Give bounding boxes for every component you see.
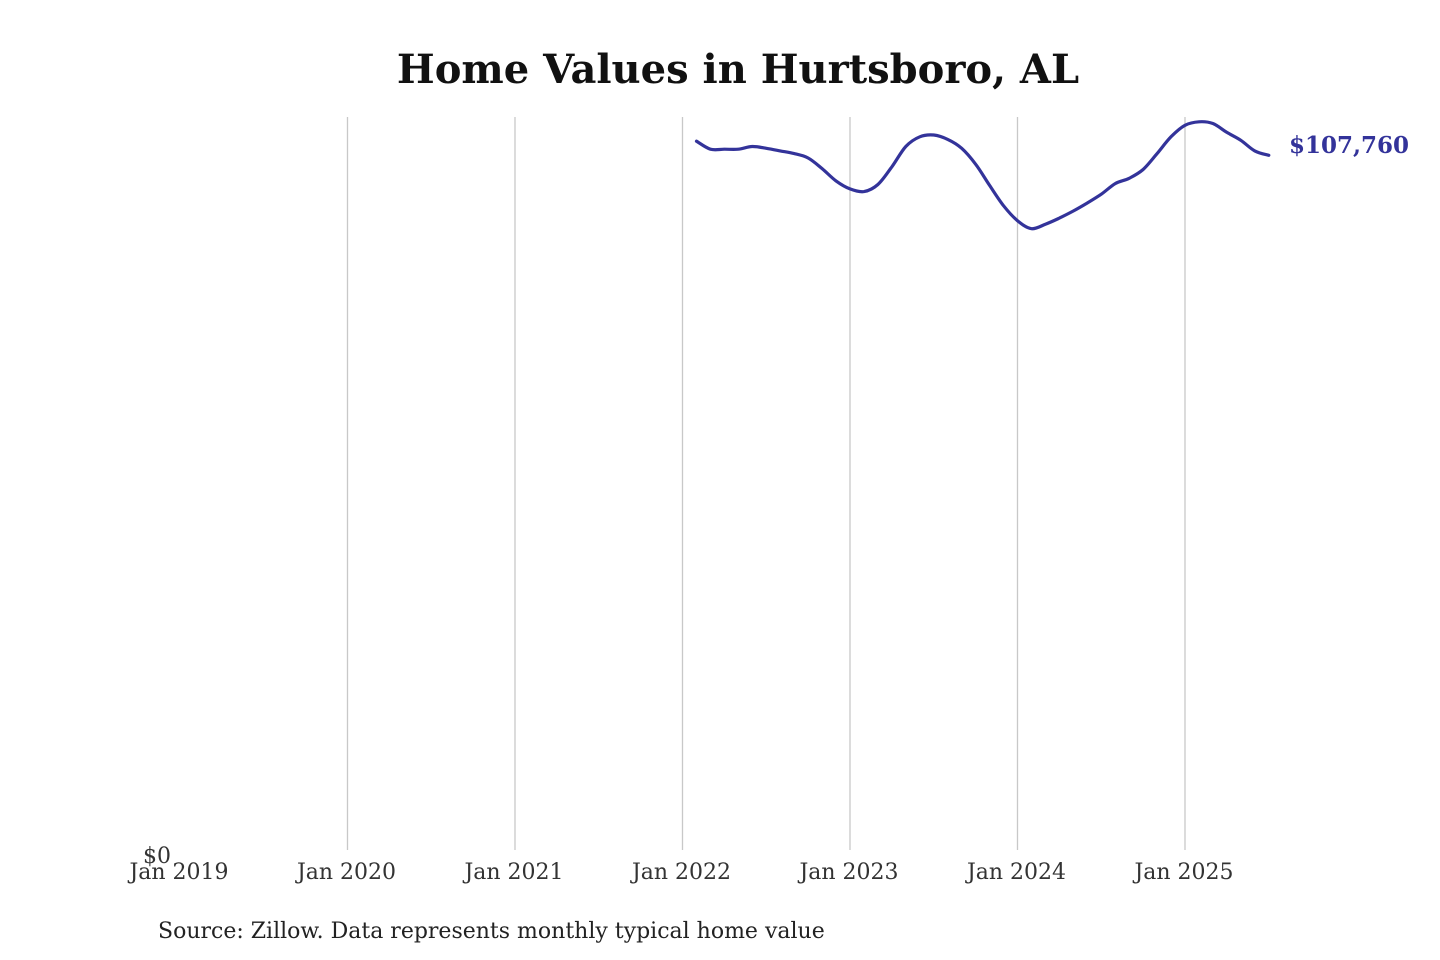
- chart-title: Home Values in Hurtsboro, AL: [397, 46, 1079, 93]
- y-tick-label: $0: [143, 844, 171, 869]
- source-note: Source: Zillow. Data represents monthly …: [158, 919, 825, 944]
- x-axis: Jan 2019 Jan 2020 Jan 2021 Jan 2022 Jan 2023…: [127, 860, 1233, 885]
- gridlines: [346, 117, 1186, 850]
- x-tick-label: Jan 2022: [630, 860, 731, 885]
- x-tick-label: Jan 2020: [295, 860, 396, 885]
- series-layer: [694, 120, 1271, 231]
- x-tick-label: Jan 2023: [797, 860, 898, 885]
- x-tick-label: Jan 2024: [965, 860, 1066, 885]
- end-value-label: $107,760: [1289, 132, 1409, 159]
- x-tick-label: Jan 2021: [462, 860, 563, 885]
- x-tick-label: Jan 2025: [1132, 860, 1233, 885]
- x-tick-label: Jan 2019: [127, 860, 228, 885]
- series-line: [694, 120, 1271, 231]
